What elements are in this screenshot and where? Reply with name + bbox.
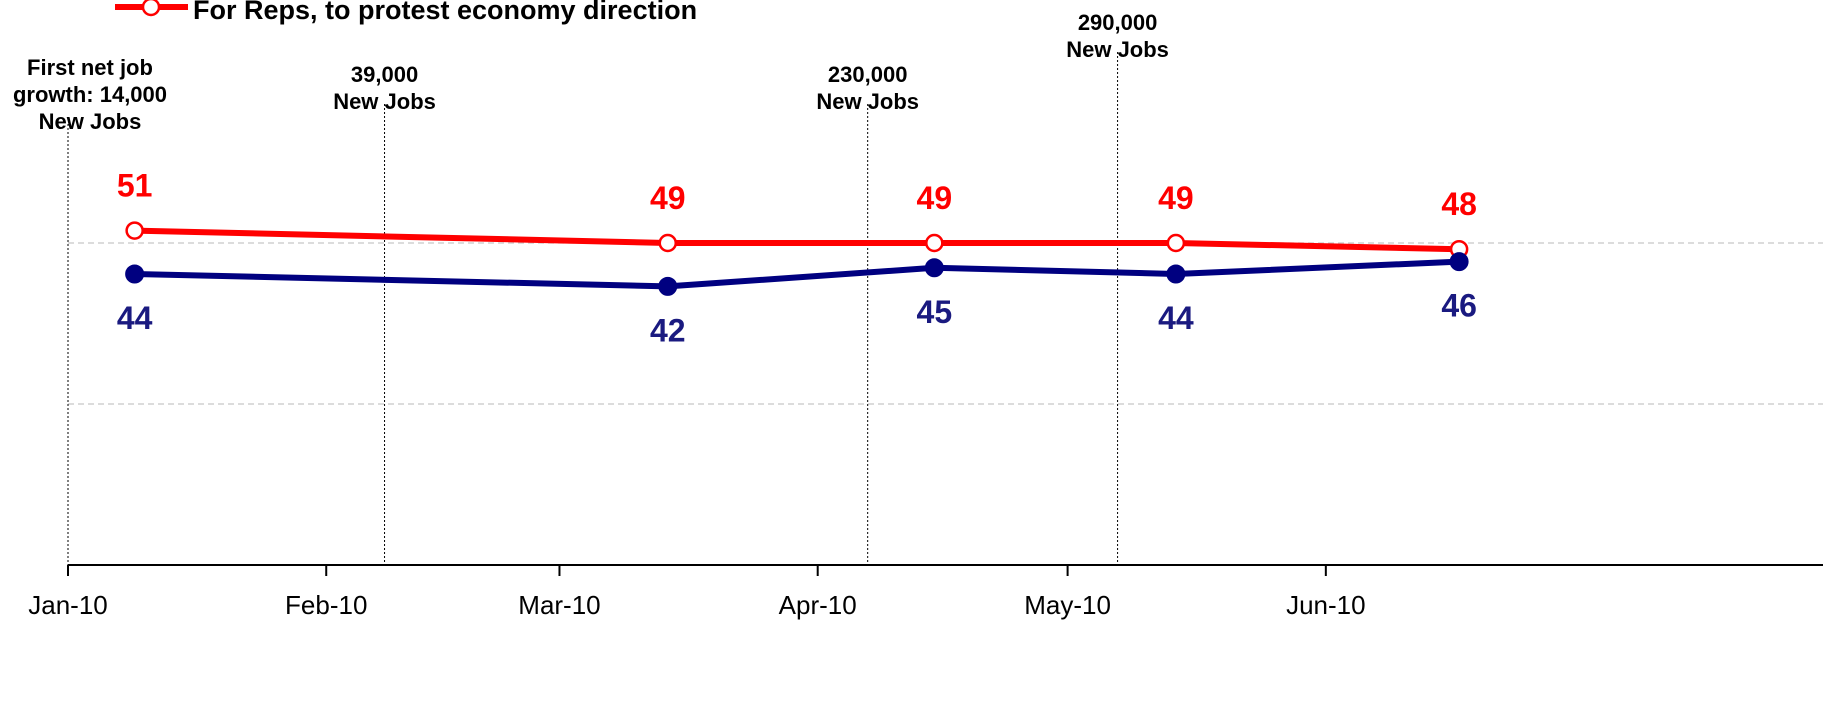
annotation-text: New Jobs — [1066, 37, 1169, 62]
data-labels: 51 49 49 49 48 44 42 45 44 46 — [117, 168, 1477, 349]
annotation-text: 230,000 — [828, 62, 908, 87]
data-point — [658, 276, 678, 296]
data-point — [1166, 264, 1186, 284]
data-point — [658, 233, 678, 253]
data-label: 45 — [917, 294, 953, 330]
data-point — [925, 233, 944, 253]
annotation-text: 290,000 — [1078, 10, 1158, 35]
annotation-text: New Jobs — [816, 89, 919, 114]
gridlines — [68, 242, 1823, 405]
x-tick-label: Feb-10 — [285, 590, 367, 620]
data-label: 44 — [117, 300, 153, 336]
annotation-text: growth: 14,000 — [13, 82, 167, 107]
legend-label: For Reps, to protest economy direction — [193, 0, 697, 25]
data-label: 51 — [117, 168, 153, 204]
data-label: 49 — [650, 180, 686, 216]
legend-swatch-marker — [141, 0, 161, 17]
x-axis-ticks: Jan-10 Feb-10 Mar-10 Apr-10 May-10 Jun-10 — [28, 565, 1366, 620]
data-point — [125, 221, 144, 240]
data-point — [125, 264, 145, 284]
data-point — [1449, 252, 1469, 272]
annotation-text: 39,000 — [351, 62, 418, 87]
data-point — [924, 258, 944, 278]
x-tick-label: May-10 — [1024, 590, 1111, 620]
annotation-text: First net job — [27, 55, 153, 80]
data-label: 49 — [917, 180, 953, 216]
data-point — [1166, 233, 1186, 253]
x-tick-label: Apr-10 — [779, 590, 857, 620]
x-tick-label: Jan-10 — [28, 590, 108, 620]
series-line — [134, 258, 1460, 290]
x-tick-label: Jun-10 — [1286, 590, 1366, 620]
series-line — [134, 227, 1460, 253]
annotation-text: New Jobs — [333, 89, 436, 114]
data-label: 42 — [650, 312, 686, 348]
annotation-text: New Jobs — [39, 109, 142, 134]
x-tick-label: Mar-10 — [518, 590, 600, 620]
data-label: 46 — [1441, 288, 1477, 324]
annotation-lines — [67, 52, 1119, 565]
series — [125, 221, 1469, 296]
data-label: 44 — [1158, 300, 1194, 336]
data-label: 49 — [1158, 180, 1194, 216]
data-label: 48 — [1441, 186, 1477, 222]
legend: For Reps, to protest economy direction — [115, 0, 697, 25]
